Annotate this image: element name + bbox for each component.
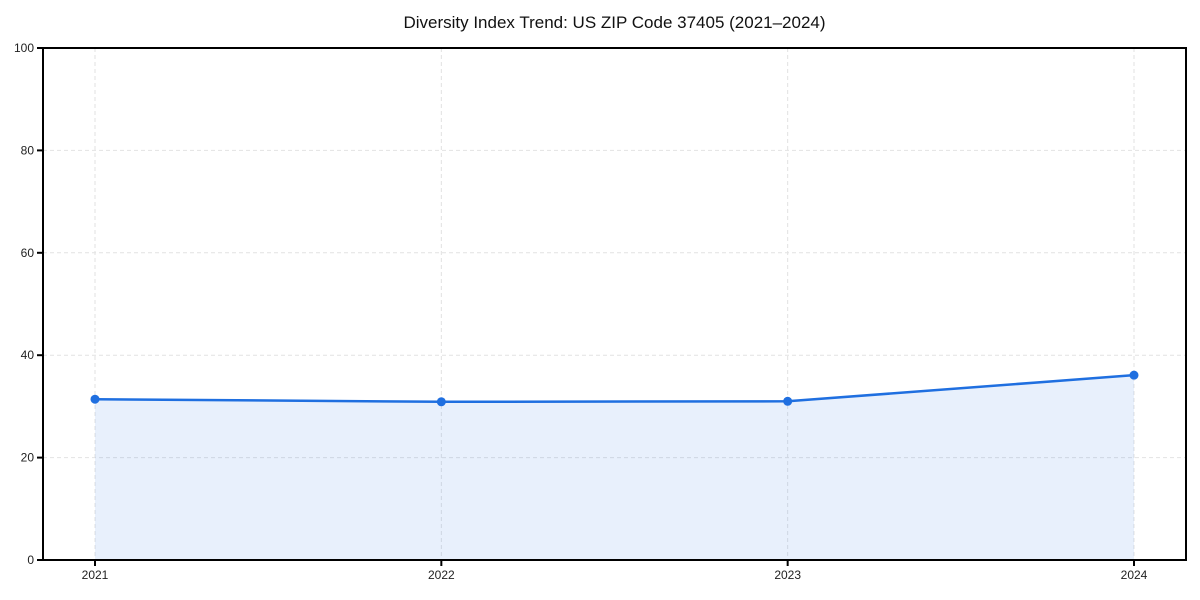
data-point-2024 bbox=[1129, 370, 1139, 380]
y-tick-label: 60 bbox=[21, 246, 35, 260]
y-tick-label: 80 bbox=[21, 143, 35, 157]
y-tick-label: 20 bbox=[21, 451, 35, 465]
y-tick-label: 0 bbox=[27, 553, 34, 567]
plot-frame bbox=[42, 47, 1187, 561]
x-tick-label: 2023 bbox=[774, 568, 801, 582]
data-point-2023 bbox=[783, 396, 793, 406]
chart-title: Diversity Index Trend: US ZIP Code 37405… bbox=[403, 13, 826, 32]
trend-line bbox=[93, 373, 1136, 404]
x-tick-label: 2024 bbox=[1121, 568, 1148, 582]
x-tick-label: 2021 bbox=[82, 568, 109, 582]
y-tick-label: 40 bbox=[21, 348, 35, 362]
area-fill bbox=[95, 375, 1134, 560]
data-point-2021 bbox=[90, 394, 100, 404]
data-point-2022 bbox=[436, 397, 446, 407]
x-tick-label: 2022 bbox=[428, 568, 455, 582]
y-tick-label: 100 bbox=[14, 41, 34, 55]
